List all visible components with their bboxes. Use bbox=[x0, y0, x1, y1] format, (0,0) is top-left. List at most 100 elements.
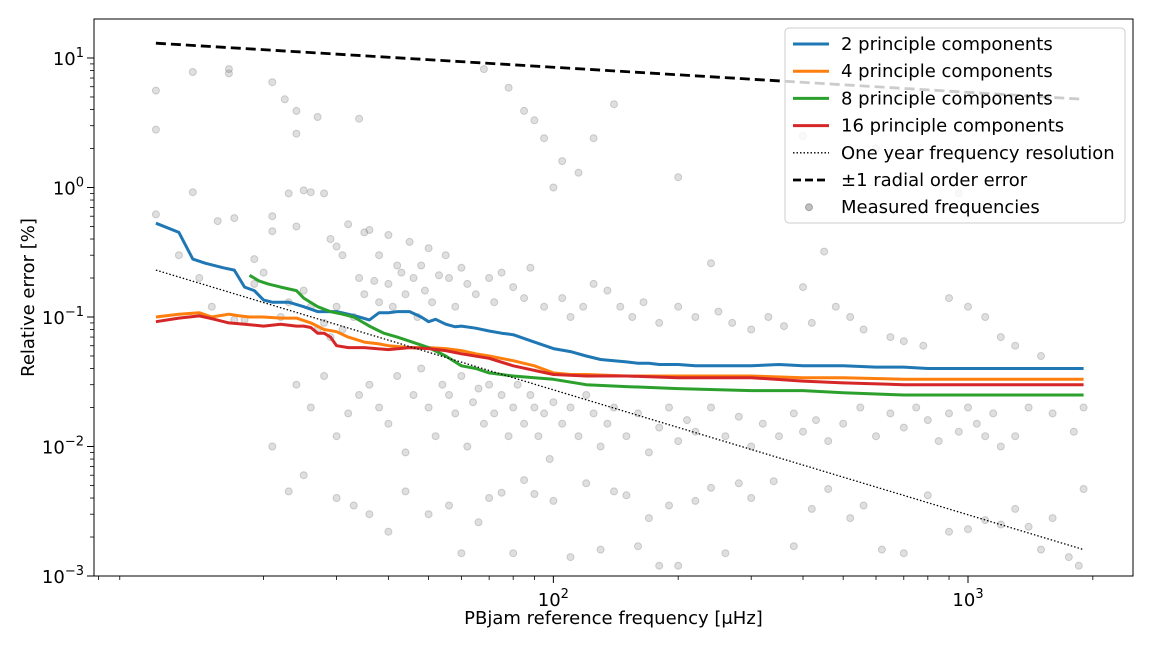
scatter-point-223 bbox=[549, 496, 558, 505]
scatter-point-139 bbox=[438, 380, 447, 389]
scatter-point-154 bbox=[526, 391, 535, 399]
scatter-point-10 bbox=[268, 78, 277, 87]
scatter-point-168 bbox=[622, 432, 631, 441]
scatter-point-162 bbox=[574, 432, 583, 441]
scatter-point-101 bbox=[639, 298, 648, 307]
scatter-point-71 bbox=[360, 290, 369, 299]
scatter-point-242 bbox=[824, 485, 833, 493]
scatter-point-74 bbox=[384, 279, 393, 288]
legend-label-4: One year frequency resolution bbox=[841, 143, 1115, 164]
scatter-point-85 bbox=[463, 279, 472, 288]
scatter-point-197 bbox=[972, 419, 981, 428]
y-tick-label-4: 10−3 bbox=[42, 564, 84, 588]
scatter-point-157 bbox=[540, 409, 549, 418]
scatter-point-183 bbox=[799, 427, 807, 436]
scatter-point-73 bbox=[375, 298, 384, 307]
scatter-point-21 bbox=[320, 189, 329, 198]
scatter-point-28 bbox=[365, 226, 374, 234]
scatter-point-221 bbox=[520, 476, 529, 485]
scatter-point-2 bbox=[151, 210, 160, 219]
scatter-point-187 bbox=[856, 403, 865, 412]
scatter-point-178 bbox=[734, 412, 743, 421]
scatter-point-195 bbox=[954, 427, 963, 436]
scatter-point-201 bbox=[1011, 432, 1020, 441]
scatter-point-80 bbox=[420, 286, 429, 295]
scatter-point-35 bbox=[441, 251, 450, 260]
scatter-point-153 bbox=[520, 419, 529, 428]
scatter-point-32 bbox=[405, 237, 414, 246]
scatter-point-18 bbox=[299, 186, 308, 195]
scatter-point-115 bbox=[886, 333, 895, 342]
scatter-point-176 bbox=[707, 403, 715, 412]
scatter-point-149 bbox=[497, 391, 506, 399]
scatter-point-123 bbox=[1037, 352, 1045, 360]
scatter-point-213 bbox=[401, 487, 410, 496]
scatter-point-37 bbox=[479, 65, 488, 74]
scatter-point-4 bbox=[188, 188, 197, 197]
x-tick-label-0: 102 bbox=[538, 587, 569, 611]
scatter-point-111 bbox=[807, 318, 816, 327]
scatter-point-222 bbox=[530, 490, 539, 498]
scatter-point-8 bbox=[230, 214, 239, 223]
scatter-point-140 bbox=[445, 391, 453, 399]
scatter-point-110 bbox=[799, 283, 807, 292]
legend-label-6: Measured frequencies bbox=[841, 197, 1040, 218]
scatter-point-91 bbox=[520, 294, 529, 303]
y-tick-label-1: 100 bbox=[53, 175, 84, 199]
scatter-point-172 bbox=[665, 403, 673, 412]
x-tick-label-1: 103 bbox=[952, 587, 983, 611]
scatter-point-14 bbox=[292, 106, 301, 115]
scatter-point-239 bbox=[769, 477, 778, 486]
y-tick-label-2: 10−1 bbox=[42, 305, 84, 329]
scatter-point-224 bbox=[566, 553, 575, 562]
scatter-point-94 bbox=[558, 294, 567, 303]
scatter-point-82 bbox=[435, 271, 443, 280]
scatter-point-27 bbox=[360, 228, 369, 237]
scatter-point-199 bbox=[989, 409, 998, 418]
scatter-point-204 bbox=[1069, 427, 1078, 436]
scatter-point-83 bbox=[445, 274, 453, 282]
series-line-3 bbox=[155, 314, 1084, 387]
scatter-point-180 bbox=[758, 419, 767, 428]
scatter-point-228 bbox=[622, 491, 631, 500]
scatter-point-179 bbox=[747, 442, 756, 451]
scatter-point-103 bbox=[674, 302, 683, 311]
scatter-point-229 bbox=[634, 542, 642, 551]
scatter-point-230 bbox=[644, 514, 653, 523]
scatter-point-257 bbox=[1074, 561, 1083, 570]
scatter-point-143 bbox=[463, 442, 472, 451]
scatter-point-127 bbox=[332, 432, 341, 441]
legend-label-3: 16 principle components bbox=[841, 116, 1064, 137]
scatter-point-216 bbox=[457, 549, 466, 558]
scatter-point-128 bbox=[344, 409, 353, 418]
scatter-point-120 bbox=[981, 313, 990, 321]
scatter-point-130 bbox=[365, 380, 374, 389]
scatter-point-112 bbox=[831, 302, 840, 311]
scatter-point-118 bbox=[945, 294, 953, 303]
scatter-point-93 bbox=[540, 302, 549, 311]
y-tick-label-3: 10−2 bbox=[42, 434, 84, 458]
scatter-point-113 bbox=[846, 313, 855, 321]
scatter-point-165 bbox=[596, 442, 605, 451]
plot-frame bbox=[93, 18, 1134, 577]
scatter-point-131 bbox=[375, 403, 384, 412]
scatter-point-190 bbox=[899, 423, 908, 432]
scatter-point-53 bbox=[174, 251, 183, 260]
scatter-point-38 bbox=[504, 83, 513, 92]
scatter-point-147 bbox=[485, 380, 494, 389]
scatter-point-206 bbox=[268, 442, 277, 451]
scatter-point-215 bbox=[445, 501, 453, 510]
scatter-point-59 bbox=[259, 268, 268, 277]
scatter-point-44 bbox=[574, 168, 583, 177]
scatter-point-182 bbox=[789, 409, 798, 418]
scatter-point-156 bbox=[534, 432, 543, 441]
scatter-point-166 bbox=[603, 419, 612, 428]
scatter-point-39 bbox=[520, 106, 529, 115]
legend-label-5: ±1 radial order error bbox=[841, 170, 1028, 191]
scatter-point-87 bbox=[485, 274, 494, 282]
scatter-point-247 bbox=[923, 491, 932, 500]
scatter-point-24 bbox=[338, 251, 347, 260]
scatter-point-158 bbox=[545, 455, 554, 463]
scatter-point-77 bbox=[401, 290, 410, 299]
